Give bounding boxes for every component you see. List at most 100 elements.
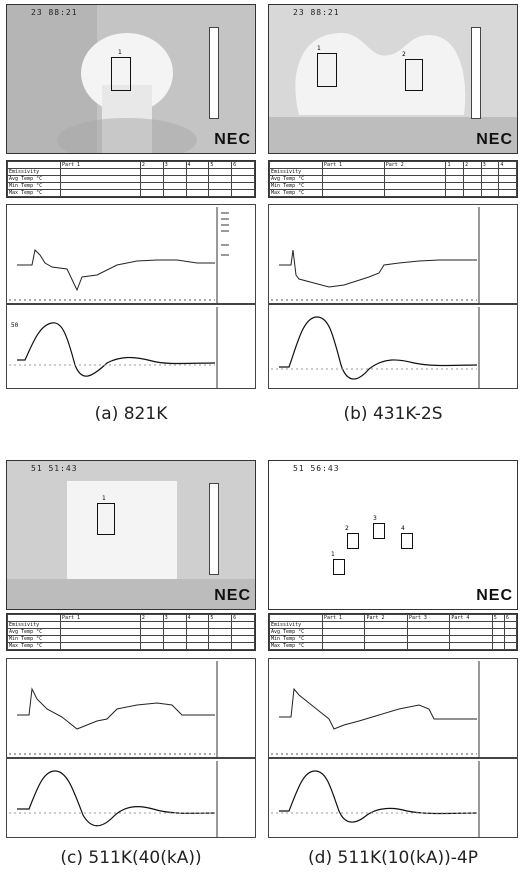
figure-panel-b: 23 88:21 1 2 NEC Part 1 Part 2 1 2 3 4 E… <box>268 4 518 444</box>
wave-axis-label: 50 <box>11 322 19 329</box>
figure-panel-a: 23 88:21 1 NEC Part 1 2 3 4 5 6 Emissivi… <box>6 4 256 444</box>
caption-d: (d) 511K(10(kA))-4P <box>308 848 478 868</box>
roi-box <box>401 533 413 549</box>
row-label: Min Temp °C <box>7 182 61 190</box>
thermal-background <box>269 461 517 609</box>
column-header: 2 <box>463 161 482 169</box>
column-header: 5 <box>491 614 505 622</box>
column-header: 3 <box>162 161 187 169</box>
row-label: Min Temp °C <box>7 635 61 643</box>
column-header: 5 <box>208 614 233 622</box>
table-corner <box>269 161 323 169</box>
column-header: Part 4 <box>449 614 493 622</box>
temperature-trend-graph-d <box>268 658 518 758</box>
column-header: 5 <box>208 161 233 169</box>
current-waveform-graph-d <box>268 758 518 838</box>
temperature-table-d: Part 1 Part 2 Part 3 Part 4 5 6 Emissivi… <box>268 613 518 651</box>
roi-label: 1 <box>317 45 321 52</box>
column-header: 6 <box>231 614 255 622</box>
roi-box <box>111 57 131 91</box>
temperature-trend-graph-c <box>6 658 256 758</box>
column-header: 4 <box>185 614 210 622</box>
column-header: Part 2 <box>364 614 408 622</box>
roi-box <box>373 523 385 539</box>
table-corner <box>269 614 323 622</box>
column-header: 4 <box>185 161 210 169</box>
current-waveform-graph-b <box>268 304 518 389</box>
roi-label: 1 <box>102 495 106 502</box>
table-corner <box>7 614 61 622</box>
roi-box <box>347 533 359 549</box>
row-label: Max Temp °C <box>7 642 61 650</box>
column-header: Part 3 <box>406 614 451 622</box>
column-header: 6 <box>231 161 255 169</box>
column-header: 2 <box>139 161 164 169</box>
temperature-table-b: Part 1 Part 2 1 2 3 4 Emissivity Avg Tem… <box>268 160 518 198</box>
thermal-image-b: 23 88:21 1 2 NEC <box>268 4 518 154</box>
row-label: Emissivity <box>269 168 323 176</box>
row-label: Avg Temp °C <box>7 628 61 636</box>
column-header: 4 <box>498 161 517 169</box>
table-corner <box>7 161 61 169</box>
current-waveform-graph-a: 50 <box>6 304 256 389</box>
temperature-scale <box>469 469 511 587</box>
figure-panel-c: 51 51:43 1 NEC Part 1 2 3 4 5 6 Emissivi… <box>6 440 256 879</box>
row-label: Emissivity <box>269 621 323 629</box>
roi-box <box>333 559 345 575</box>
thermal-image-d: 51 56:43 1 2 3 4 NEC <box>268 460 518 610</box>
scale-strip <box>209 27 219 119</box>
figure-panel-d: 51 56:43 1 2 3 4 NEC Part 1 Part 2 Part … <box>268 440 518 879</box>
temperature-scale <box>469 13 511 131</box>
row-label: Max Temp °C <box>269 189 323 197</box>
row-label: Max Temp °C <box>7 189 61 197</box>
row-label: Min Temp °C <box>269 182 323 190</box>
roi-label: 1 <box>118 49 122 56</box>
row-label: Emissivity <box>7 168 61 176</box>
caption-c: (c) 511K(40(kA)) <box>60 848 202 868</box>
column-header: 1 <box>445 161 465 169</box>
temperature-table-a: Part 1 2 3 4 5 6 Emissivity Avg Temp °C … <box>6 160 256 198</box>
image-header: 23 88:21 <box>31 8 78 17</box>
image-header: 23 88:21 <box>293 8 340 17</box>
row-label: Emissivity <box>7 621 61 629</box>
thermal-image-a: 23 88:21 1 NEC <box>6 4 256 154</box>
column-header: 3 <box>162 614 187 622</box>
column-header: Part 1 <box>321 614 366 622</box>
column-header: Part 1 <box>322 161 385 169</box>
nec-logo: NEC <box>476 587 513 604</box>
row-label: Avg Temp °C <box>7 175 61 183</box>
column-header: 3 <box>480 161 500 169</box>
column-header: Part 2 <box>383 161 447 169</box>
temperature-scale <box>207 13 249 131</box>
scale-strip <box>471 27 481 119</box>
roi-box <box>317 53 337 87</box>
roi-label: 4 <box>401 525 405 532</box>
nec-logo: NEC <box>214 587 251 604</box>
nec-logo: NEC <box>214 131 251 148</box>
row-label: Max Temp °C <box>269 642 323 650</box>
column-header: Part 1 <box>60 614 141 622</box>
roi-box <box>405 59 423 91</box>
column-header: Part 1 <box>60 161 141 169</box>
row-label: Avg Temp °C <box>269 628 323 636</box>
row-label: Avg Temp °C <box>269 175 323 183</box>
roi-box <box>97 503 115 535</box>
caption-b: (b) 431K-2S <box>343 404 443 424</box>
temperature-trend-graph-b <box>268 204 518 304</box>
column-header: 6 <box>503 614 518 622</box>
row-label: Min Temp °C <box>269 635 323 643</box>
scale-strip <box>209 483 219 575</box>
thermal-image-c: 51 51:43 1 NEC <box>6 460 256 610</box>
image-header: 51 51:43 <box>31 464 78 473</box>
roi-label: 3 <box>373 515 377 522</box>
temperature-trend-graph-a <box>6 204 256 304</box>
roi-label: 2 <box>402 51 406 58</box>
roi-label: 2 <box>345 525 349 532</box>
image-header: 51 56:43 <box>293 464 340 473</box>
column-header: 2 <box>139 614 164 622</box>
temperature-scale <box>207 469 249 587</box>
current-waveform-graph-c <box>6 758 256 838</box>
caption-a: (a) 821K <box>94 404 168 424</box>
temperature-table-c: Part 1 2 3 4 5 6 Emissivity Avg Temp °C … <box>6 613 256 651</box>
roi-label: 1 <box>331 551 335 558</box>
